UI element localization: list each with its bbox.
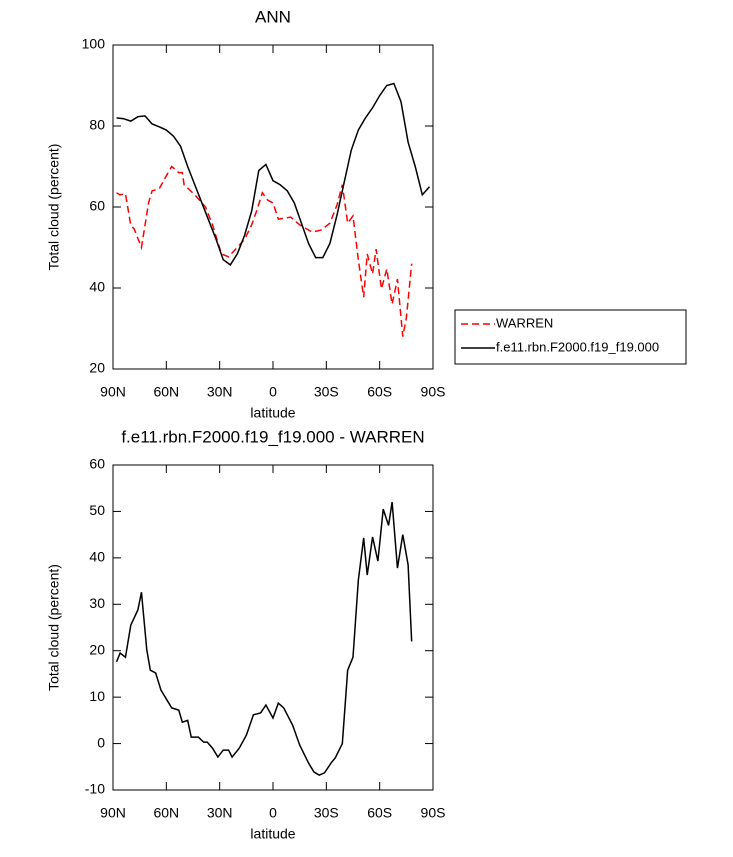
y-tick-label: 50 (89, 502, 105, 518)
x-tick-label: 60S (367, 384, 392, 400)
y-axis-label: Total cloud (percent) (46, 144, 62, 271)
y-tick-label: 10 (89, 688, 105, 704)
legend-label: f.e11.rbn.F2000.f19_f19.000 (496, 339, 659, 354)
data-line (116, 165, 413, 337)
x-tick-label: 90S (421, 805, 446, 821)
y-tick-label: 20 (89, 641, 105, 657)
y-tick-label: 0 (97, 734, 105, 750)
y-tick-label: 30 (89, 595, 105, 611)
x-tick-label: 30N (207, 384, 233, 400)
data-line (115, 502, 413, 776)
y-tick-label: 80 (89, 117, 105, 133)
y-axis-label: Total cloud (percent) (46, 564, 62, 691)
plot-frame (112, 44, 434, 370)
x-tick-label: 30S (314, 805, 339, 821)
x-tick-label: 0 (269, 805, 277, 821)
x-tick-label: 90N (100, 384, 126, 400)
y-tick-label: 40 (89, 549, 105, 565)
x-tick-label: 30N (207, 805, 233, 821)
x-tick-label: 30S (314, 384, 339, 400)
x-tick-label: 60N (153, 805, 179, 821)
plot-frame (112, 464, 434, 791)
data-line (116, 82, 431, 266)
y-tick-label: 60 (89, 198, 105, 214)
x-tick-label: 90N (100, 805, 126, 821)
y-tick-label: -10 (85, 781, 105, 797)
y-tick-label: 20 (89, 360, 105, 376)
y-tick-label: 40 (89, 279, 105, 295)
x-tick-label: 90S (421, 384, 446, 400)
chart-title: f.e11.rbn.F2000.f19_f19.000 - WARREN (121, 427, 424, 446)
legend-label: WARREN (496, 315, 553, 330)
y-tick-label: 60 (89, 456, 105, 472)
legend-box (454, 309, 687, 365)
x-axis-label: latitude (250, 405, 295, 421)
x-tick-label: 60N (153, 384, 179, 400)
x-axis-label: latitude (250, 826, 295, 842)
chart-title: ANN (255, 7, 291, 26)
y-tick-label: 100 (82, 36, 106, 52)
x-tick-label: 60S (367, 805, 392, 821)
x-tick-label: 0 (269, 384, 277, 400)
